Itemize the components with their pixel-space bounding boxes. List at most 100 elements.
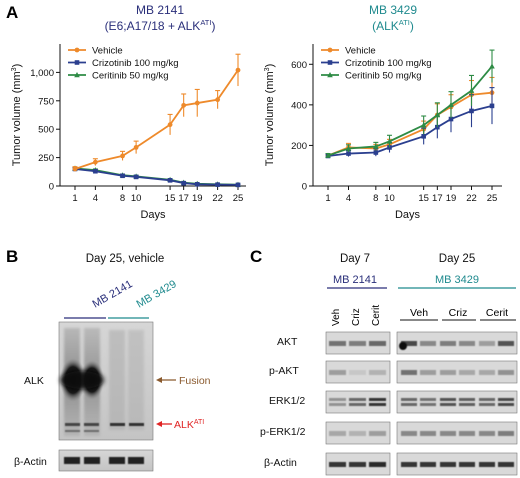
blot-band: [420, 370, 436, 375]
blot-band: [459, 403, 475, 406]
blot-band: [401, 370, 417, 375]
blot-band: [498, 341, 514, 346]
legend-label: Ceritinib 50 mg/kg: [92, 71, 169, 82]
x-tick-label: 4: [93, 193, 98, 204]
panel-label-c: C: [250, 247, 262, 266]
tumor-volume-chart-mb2141: 0 250 500 750 1,000 1 4 8 10 15 17 19 22 25 Days Tumor …: [11, 44, 246, 221]
blot-c-lane-criz-right: Criz: [449, 307, 468, 319]
blot-band: [329, 370, 346, 375]
blot-band: [479, 462, 495, 467]
blot-c-row-p-erk: p-ERK1/2: [260, 426, 306, 438]
data-point: [325, 152, 331, 158]
x-axis-label: Days: [395, 209, 421, 221]
blot-band: [459, 398, 475, 401]
x-tick-label: 8: [373, 193, 378, 204]
blot-band: [349, 370, 366, 375]
blot-artifact: [399, 342, 407, 350]
blot-c-day25: Day 25: [439, 253, 475, 265]
data-point: [373, 150, 379, 155]
blot-b-alk: [58, 321, 154, 441]
blot-band: [420, 403, 436, 406]
y-tick-label: 200: [291, 141, 307, 152]
legend-marker: [74, 47, 80, 53]
panel-label-b: B: [6, 247, 18, 266]
blot-b-lane-group-mb2141: MB 2141: [91, 278, 135, 310]
x-tick-label: 10: [384, 193, 395, 204]
blot-band: [479, 398, 495, 401]
panel-label-a: A: [6, 3, 18, 22]
fusion-arrowhead: [156, 377, 162, 383]
data-point: [235, 67, 241, 73]
data-point: [469, 108, 474, 114]
blot-band: [498, 398, 514, 401]
blot-c-row-erk: ERK1/2: [269, 395, 305, 407]
blot-c-strip-right: [396, 421, 518, 445]
data-point: [181, 180, 186, 186]
series-line-crizotinib: [74, 168, 239, 186]
blot-band: [349, 398, 366, 401]
x-tick-label: 17: [432, 193, 443, 204]
blot-band: [349, 431, 366, 436]
blot-c-strip-right: [396, 331, 518, 355]
data-point: [167, 178, 173, 183]
blot-c-strip-right: [396, 452, 518, 476]
legend-marker: [74, 72, 80, 78]
blot-band: [329, 431, 346, 436]
data-point: [215, 97, 221, 103]
data-point: [215, 182, 220, 187]
x-axis-label: Days: [140, 209, 166, 221]
blot-band: [401, 341, 417, 346]
x-tick-label: 1: [72, 193, 77, 204]
blot-band: [420, 341, 436, 346]
blot-band: [498, 403, 514, 406]
x-tick-label: 19: [192, 193, 203, 204]
blot-band: [459, 462, 475, 467]
blot-band: [401, 398, 417, 401]
blot-c-day7: Day 7: [340, 253, 370, 265]
data-point: [120, 173, 125, 179]
legend-marker: [327, 72, 333, 78]
data-point: [133, 144, 139, 150]
data-point: [181, 102, 187, 108]
x-tick-label: 10: [131, 193, 142, 204]
blot-c-strip-right: [396, 360, 518, 384]
y-axis-label: Tumor volume (mm3): [11, 64, 23, 167]
blot-b-row-alk: ALK: [24, 375, 44, 387]
series-line-vehicle: [327, 91, 493, 157]
blot-band: [459, 370, 475, 375]
blot-c-row-p-akt: p-AKT: [269, 365, 299, 377]
blot-band: [440, 403, 456, 406]
x-tick-label: 15: [418, 193, 429, 204]
data-point: [194, 100, 200, 106]
x-tick-label: 19: [446, 193, 457, 204]
alk-ati-arrowhead: [156, 421, 162, 427]
blot-c-row-actin: β-Actin: [264, 457, 297, 469]
data-point: [72, 166, 78, 172]
chart-right-title-line2: (ALKATI): [372, 18, 414, 33]
x-tick-label: 15: [165, 193, 176, 204]
blot-c-lane-criz-left: Criz: [351, 308, 362, 326]
x-tick-label: 4: [346, 193, 351, 204]
blot-c-panels: [325, 331, 518, 476]
blot-band: [479, 431, 495, 436]
legend-label: Ceritinib 50 mg/kg: [345, 71, 422, 82]
data-point: [448, 116, 454, 122]
blot-band: [440, 398, 456, 401]
blot-c-strip-right: [396, 390, 518, 414]
blot-band: [369, 431, 386, 436]
blot-band: [369, 341, 386, 346]
data-point: [489, 103, 495, 109]
blot-band: [329, 462, 346, 467]
blot-c-lane-veh-left: Veh: [331, 309, 342, 326]
tumor-volume-chart-mb3429: 0 200 400 600 1 4 8 10 15 17 19 22 25 Days Tumor volum…: [264, 44, 502, 221]
blot-band: [329, 403, 346, 406]
x-tick-label: 22: [212, 193, 223, 204]
blot-band: [349, 403, 366, 406]
data-point: [387, 145, 392, 150]
y-tick-label: 1,000: [30, 68, 54, 79]
data-point: [235, 182, 241, 188]
blot-band: [369, 462, 386, 467]
y-tick-label: 400: [291, 100, 307, 111]
blot-c-group-mb2141: MB 2141: [333, 274, 377, 286]
